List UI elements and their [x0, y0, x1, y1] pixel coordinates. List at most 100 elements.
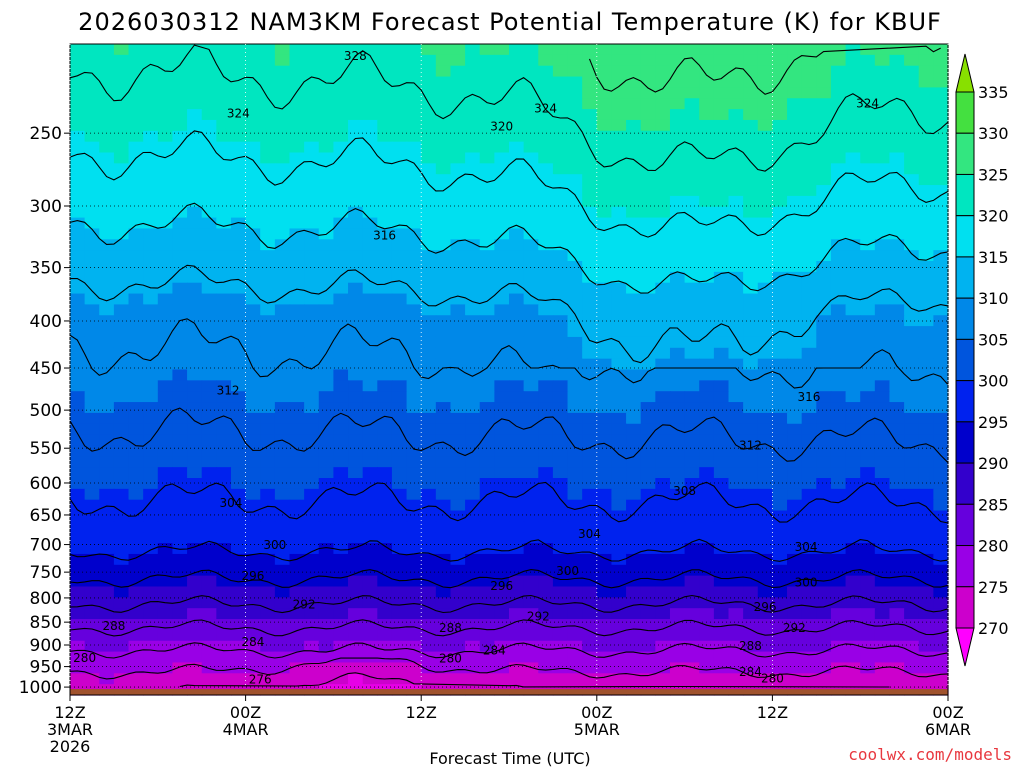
x-tick-label: 00Z [581, 703, 612, 722]
credit-text[interactable]: coolwx.com/models [848, 745, 1012, 764]
heatmap-cell [699, 597, 715, 609]
heatmap-cell [362, 76, 378, 88]
heatmap-cell [230, 336, 247, 349]
heatmap-cell [757, 521, 773, 533]
heatmap-cell [509, 564, 525, 577]
heatmap-cell [362, 119, 378, 132]
heatmap-cell [84, 315, 100, 327]
heatmap-cell [904, 152, 920, 164]
heatmap-cell [699, 130, 715, 143]
heatmap-cell [304, 163, 320, 175]
heatmap-cell [874, 640, 891, 653]
heatmap-cell [611, 412, 627, 425]
heatmap-cell [552, 76, 569, 88]
heatmap-cell [904, 543, 920, 555]
heatmap-cell [611, 553, 627, 566]
heatmap-cell [406, 586, 422, 598]
heatmap-cell [845, 619, 861, 631]
heatmap-cell [143, 261, 159, 273]
heatmap-cell [128, 336, 144, 349]
heatmap-cell [143, 445, 159, 457]
heatmap-cell [699, 564, 715, 577]
colorbar-label: 330 [978, 124, 1009, 143]
heatmap-cell [699, 608, 715, 620]
heatmap-cell [70, 423, 86, 436]
heatmap-cell [874, 347, 891, 360]
heatmap-cell [113, 228, 130, 240]
heatmap-cell [523, 651, 539, 664]
heatmap-cell [157, 163, 174, 175]
heatmap-cell [362, 206, 378, 219]
heatmap-cell [757, 358, 773, 371]
heatmap-cell [904, 347, 920, 360]
heatmap-cell [479, 65, 495, 78]
heatmap-cell [304, 271, 320, 284]
heatmap-cell [435, 304, 452, 316]
heatmap-cell [904, 402, 920, 414]
heatmap-cell [640, 98, 656, 110]
heatmap-cell [845, 130, 861, 143]
heatmap-cell [684, 564, 700, 577]
heatmap-cell [377, 510, 393, 522]
heatmap-cell [640, 293, 656, 305]
heatmap-cell [128, 261, 144, 273]
heatmap-cell [699, 54, 715, 67]
heatmap-cell [99, 434, 115, 447]
heatmap-cell [801, 412, 817, 425]
heatmap-cell [567, 456, 583, 468]
heatmap-cell [904, 76, 920, 88]
heatmap-cell [699, 206, 715, 219]
heatmap-cell [391, 629, 408, 642]
heatmap-cell [860, 293, 876, 305]
heatmap-cell [304, 532, 320, 544]
heatmap-cell [216, 185, 232, 197]
heatmap-cell [904, 174, 920, 186]
heatmap-cell [216, 98, 232, 110]
heatmap-cell [801, 44, 817, 56]
heatmap-cell [801, 358, 817, 371]
heatmap-cell [406, 87, 422, 99]
heatmap-cell [933, 206, 949, 219]
heatmap-cell [801, 629, 817, 642]
heatmap-cell [801, 163, 817, 175]
heatmap-cell [538, 261, 554, 273]
heatmap-cell [479, 315, 495, 327]
heatmap-cell [172, 239, 188, 251]
heatmap-cell [157, 629, 174, 642]
heatmap-cell [479, 261, 495, 273]
heatmap-cell [304, 239, 320, 251]
heatmap-cell [245, 76, 261, 88]
heatmap-cell [611, 564, 627, 577]
x-tick-label: 6MAR [925, 720, 971, 739]
heatmap-cell [801, 271, 817, 284]
heatmap-cell [260, 217, 276, 230]
heatmap-cell [128, 130, 144, 143]
heatmap-cell [201, 586, 217, 598]
heatmap-cell [611, 380, 627, 392]
heatmap-cell [494, 65, 510, 78]
heatmap-cell [187, 141, 203, 154]
heatmap-cell [245, 467, 261, 479]
heatmap-cell [728, 119, 744, 132]
heatmap-cell [669, 76, 686, 88]
heatmap-cell [157, 185, 174, 197]
heatmap-cell [143, 402, 159, 414]
heatmap-cell [494, 141, 510, 154]
heatmap-cell [494, 152, 510, 164]
heatmap-cell [70, 369, 86, 381]
heatmap-cell [611, 358, 627, 371]
heatmap-cell [596, 640, 613, 653]
heatmap-cell [567, 195, 583, 208]
heatmap-cell [611, 326, 627, 338]
heatmap-cell [113, 456, 130, 468]
heatmap-cell [552, 304, 569, 316]
heatmap-cell [406, 597, 422, 609]
heatmap-cell [801, 640, 817, 653]
heatmap-cell [816, 412, 832, 425]
heatmap-cell [845, 456, 861, 468]
heatmap-cell [494, 347, 510, 360]
heatmap-cell [787, 445, 803, 457]
heatmap-cell [348, 315, 364, 327]
heatmap-cell [391, 521, 408, 533]
heatmap-cell [245, 130, 261, 143]
